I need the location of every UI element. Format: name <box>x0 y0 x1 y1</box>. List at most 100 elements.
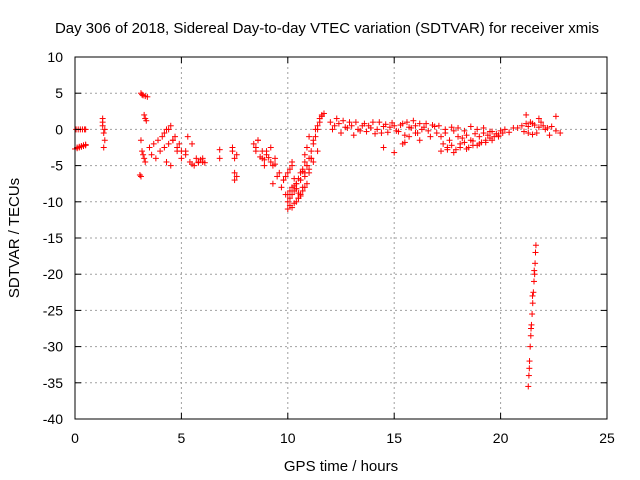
data-point <box>380 123 387 130</box>
data-point <box>231 169 238 176</box>
data-point <box>532 249 539 256</box>
data-point <box>529 120 536 127</box>
data-point <box>461 127 468 134</box>
x-tick-label: 5 <box>178 430 186 446</box>
data-point <box>263 148 270 155</box>
data-point <box>82 142 89 149</box>
data-point <box>455 133 462 140</box>
data-point <box>272 155 279 162</box>
data-point <box>231 177 238 184</box>
data-point <box>533 130 540 137</box>
data-point <box>216 146 223 153</box>
data-points <box>72 90 564 390</box>
data-point <box>174 144 181 151</box>
data-point <box>525 123 532 130</box>
data-point <box>291 175 298 182</box>
data-point <box>376 119 383 126</box>
data-point <box>303 162 310 169</box>
data-point <box>255 137 262 144</box>
data-point <box>231 155 238 162</box>
data-point <box>314 148 321 155</box>
data-point <box>312 126 319 133</box>
y-tick-label: 0 <box>55 121 63 137</box>
data-point <box>195 159 202 166</box>
data-point <box>416 120 423 127</box>
data-point <box>140 151 147 158</box>
data-point <box>137 137 144 144</box>
data-point <box>286 187 293 194</box>
data-point <box>148 151 155 158</box>
data-point <box>252 148 259 155</box>
data-point <box>142 158 149 165</box>
data-point <box>530 289 537 296</box>
data-point <box>101 126 108 133</box>
data-point <box>301 151 308 158</box>
data-point <box>233 151 240 158</box>
data-point <box>139 148 146 155</box>
data-point <box>446 137 453 144</box>
data-point <box>141 155 148 162</box>
data-point <box>486 128 493 135</box>
data-point <box>425 127 432 134</box>
y-tick-label: -35 <box>43 375 63 391</box>
data-point <box>391 149 398 156</box>
data-point <box>299 166 306 173</box>
data-point <box>542 126 549 133</box>
data-point <box>342 124 349 131</box>
data-point <box>165 126 172 133</box>
data-point <box>176 140 183 147</box>
data-point <box>306 133 313 140</box>
data-point <box>367 124 374 131</box>
data-point <box>139 91 146 98</box>
data-point <box>532 260 539 267</box>
data-point <box>189 140 196 147</box>
data-point <box>165 140 172 147</box>
data-point <box>369 119 376 126</box>
data-point <box>150 140 157 147</box>
data-point <box>184 133 191 140</box>
data-point <box>397 122 404 129</box>
data-point <box>306 166 313 173</box>
data-point <box>314 122 321 129</box>
data-point <box>267 144 274 151</box>
data-point <box>386 124 393 131</box>
data-point <box>293 180 300 187</box>
data-point <box>384 129 391 136</box>
data-point <box>199 155 206 162</box>
data-point <box>467 123 474 130</box>
data-point <box>401 132 408 139</box>
data-point <box>442 126 449 133</box>
x-axis: 0 5 10 15 20 25 <box>71 57 615 446</box>
data-point <box>284 191 291 198</box>
data-point <box>297 169 304 176</box>
data-point <box>526 365 533 372</box>
data-point <box>178 155 185 162</box>
data-point <box>416 137 423 144</box>
data-point <box>216 155 223 162</box>
data-point <box>167 162 174 169</box>
data-point <box>152 155 159 162</box>
data-point <box>331 122 338 129</box>
data-point <box>489 137 496 144</box>
data-point <box>463 132 470 139</box>
data-point <box>295 195 302 202</box>
data-point <box>352 119 359 126</box>
data-point <box>259 155 266 162</box>
data-point <box>346 119 353 126</box>
data-point <box>412 122 419 129</box>
data-point <box>286 166 293 173</box>
data-point <box>284 206 291 213</box>
data-point <box>480 130 487 137</box>
data-point <box>350 132 357 139</box>
data-point <box>284 169 291 176</box>
x-axis-label: GPS time / hours <box>284 458 398 475</box>
data-point <box>480 124 487 131</box>
data-point <box>250 140 257 147</box>
data-point <box>535 124 542 131</box>
y-tick-label: -10 <box>43 194 63 210</box>
data-point <box>299 184 306 191</box>
data-point <box>172 133 179 140</box>
y-tick-label: -25 <box>43 302 63 318</box>
data-point <box>286 195 293 202</box>
data-point <box>348 122 355 129</box>
